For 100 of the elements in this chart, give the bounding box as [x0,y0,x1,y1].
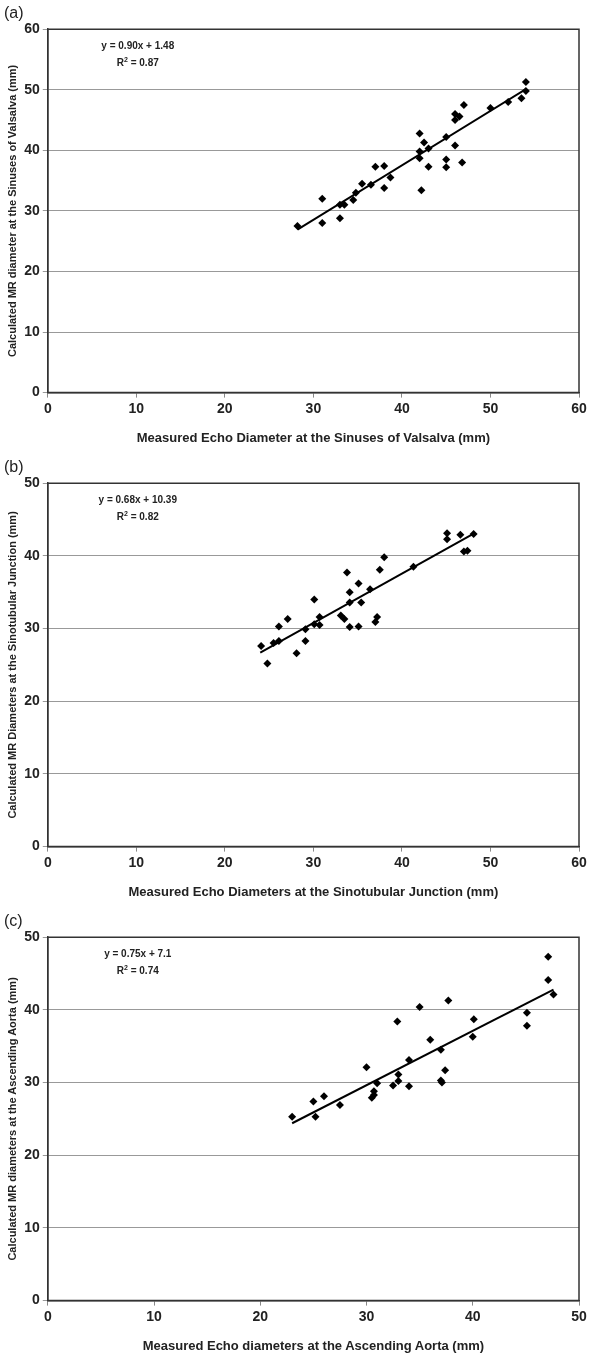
point [309,1097,318,1106]
point [443,529,452,538]
point [354,579,363,588]
point [274,636,283,645]
point [366,585,375,594]
point [310,595,319,604]
point [354,622,363,631]
point [335,1101,344,1110]
chart-title: (c) [4,912,23,930]
point [424,162,433,171]
point [357,598,366,607]
point [405,1082,414,1091]
y-tick-label: 50 [24,474,40,491]
point [292,649,301,658]
chart-title: (a) [4,4,24,22]
point [257,642,266,650]
point [451,141,460,150]
y-tick-label: 0 [31,1291,40,1308]
y-tick-label: 20 [24,692,40,709]
point [362,1063,371,1072]
x-tick-label: 60 [571,399,587,416]
y-tick-label: 30 [24,1073,40,1090]
point [263,659,272,668]
x-tick-label: 20 [252,1307,269,1324]
x-tick-label: 40 [464,1307,481,1324]
point [318,194,327,203]
x-tick-label: 60 [571,853,587,870]
point [371,618,380,627]
point [343,568,352,577]
y-tick-label: 40 [24,546,40,563]
y-tick-label: 60 [24,20,40,37]
y-tick-label: 30 [24,619,40,636]
point [522,1021,531,1030]
point [371,162,380,171]
point [459,100,468,109]
point [394,1077,403,1086]
point [373,612,382,621]
y-tick-label: 20 [24,1146,40,1163]
y-tick-label: 10 [24,1218,40,1235]
x-tick-label: 30 [358,1307,375,1324]
x-axis-title: Measured Echo Diameter at the Sinuses of Valsalva (mm) [136,429,491,445]
point [380,553,389,562]
x-tick-label: 0 [43,1307,52,1324]
y-tick-label: 0 [31,383,40,400]
point [442,163,451,172]
y-tick-label: 30 [24,201,40,218]
point [544,952,553,961]
y-tick-label: 50 [24,928,40,945]
point [442,133,451,142]
point [315,612,324,621]
point [517,94,526,103]
x-tick-label: 20 [217,853,233,870]
point [455,112,464,121]
y-axis-title: Calculated MR Diameters at the Sinotubular Junction (mm) [5,510,18,819]
point [436,1045,445,1054]
point [444,996,453,1005]
annotation: y = 0.90x + 1.48 [101,40,175,52]
point [521,77,530,86]
point [442,155,451,164]
point [345,623,354,632]
x-tick-label: 10 [146,1307,163,1324]
point [409,562,418,571]
point [420,138,429,147]
point [426,1035,435,1044]
point [318,219,327,228]
chart-title: (b) [4,458,24,476]
point [386,173,395,182]
point [415,154,424,163]
point [443,535,452,544]
point [389,1081,398,1090]
point [468,1032,477,1041]
y-tick-label: 40 [24,1000,40,1017]
x-axis-title: Measured Echo Diameters at the Sinotubular Junction (mm) [128,883,499,899]
point [469,1015,478,1024]
point [358,179,367,188]
point [424,144,433,153]
point [456,530,465,539]
point [393,1017,402,1026]
point [394,1070,403,1079]
x-axis-title: Measured Echo diameters at the Ascending Aorta (mm) [142,1337,485,1353]
x-tick-label: 40 [394,399,410,416]
point [417,186,426,195]
x-tick-label: 10 [128,853,145,870]
y-tick-label: 10 [24,764,40,781]
y-tick-label: 50 [24,80,40,97]
point [283,615,292,624]
y-tick-label: 0 [31,837,40,854]
point [504,97,513,106]
point [451,116,460,125]
x-tick-label: 40 [394,853,410,870]
point [340,615,349,624]
point [486,103,495,112]
point [288,1112,297,1121]
point [375,565,384,574]
y-tick-label: 20 [24,262,40,279]
x-tick-label: 50 [571,1307,587,1324]
point [380,183,389,192]
point [521,86,530,95]
point [293,222,302,231]
point [469,530,478,539]
